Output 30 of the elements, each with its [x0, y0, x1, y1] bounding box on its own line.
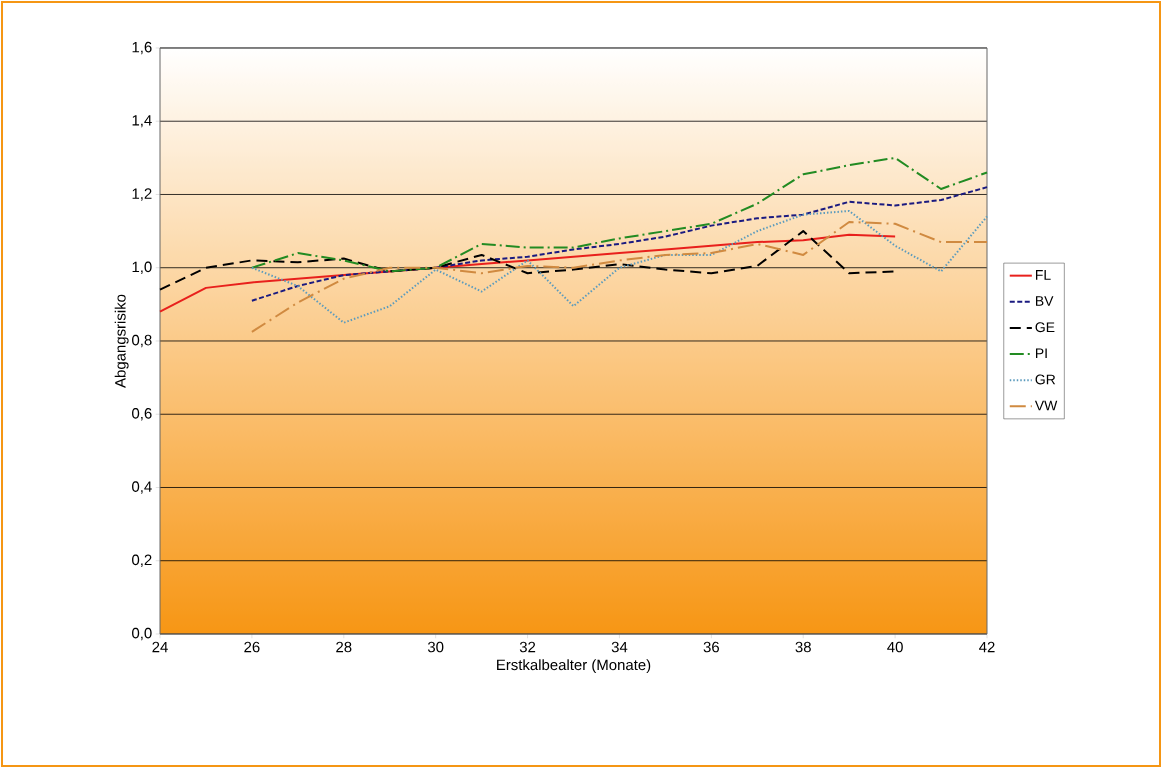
line-series	[250, 220, 989, 333]
y-tick-label: 1,6	[132, 41, 152, 55]
x-tick-label: 38	[795, 641, 811, 653]
legend-label: FL	[1036, 270, 1051, 280]
x-tick-label: 32	[519, 641, 536, 653]
y-tick-label: 0,6	[132, 408, 152, 421]
legend-label: GR	[1035, 374, 1056, 385]
x-tick-label: 28	[336, 641, 352, 653]
legend-label: GE	[1035, 322, 1055, 333]
x-tick-label: 30	[427, 641, 444, 653]
line-series	[250, 186, 989, 302]
x-axis-title: Erstkalbealter (Monate)	[497, 659, 651, 674]
x-tick-label: 26	[244, 641, 260, 653]
y-tick-label: 0,0	[132, 627, 152, 641]
legend-label: PI	[1036, 348, 1047, 359]
y-tick-label: 1,4	[132, 115, 152, 128]
y-tick-label: 1,2	[132, 188, 152, 201]
y-axis-title: Abgangsrisiko	[114, 294, 129, 388]
y-tick-label: 0,4	[132, 481, 152, 494]
y-tick-label: 0,8	[132, 334, 152, 348]
legend-label: BV	[1036, 296, 1054, 306]
x-tick-label: 24	[152, 641, 168, 653]
x-tick-label: 42	[979, 641, 995, 653]
x-tick-label: 36	[703, 641, 719, 653]
y-tick-label: 1,0	[132, 261, 152, 274]
y-tick-label: 0,2	[132, 554, 152, 567]
legend-label: VW	[1034, 400, 1058, 411]
x-tick-label: 40	[887, 641, 903, 653]
line-series	[250, 209, 989, 324]
x-tick-label: 34	[611, 641, 628, 653]
